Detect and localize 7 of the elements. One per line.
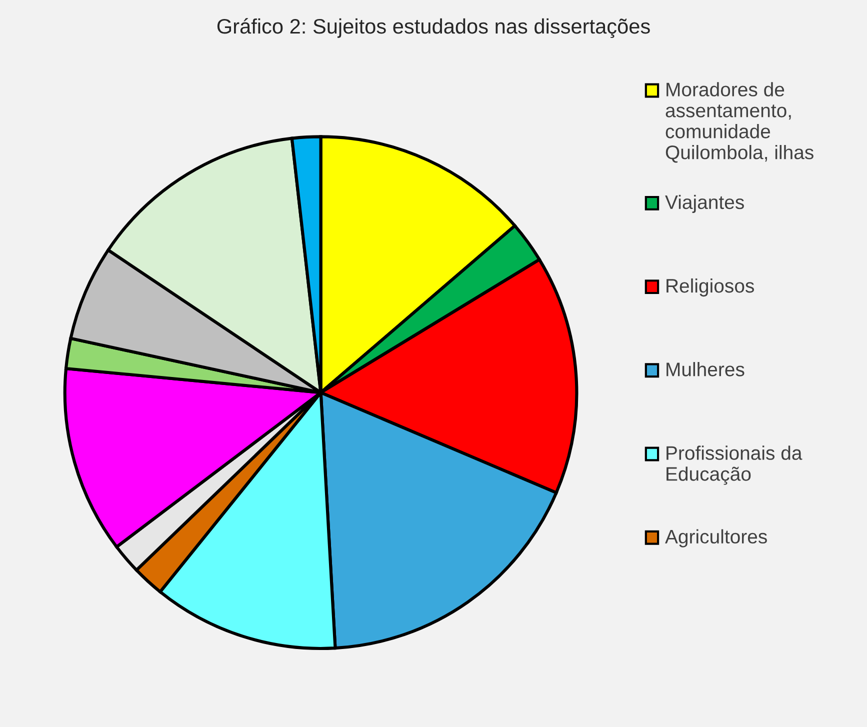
legend-label: Religiosos — [666, 278, 754, 297]
legend-label: Moradores de assentamento, comunidade Quilombola, ilhas — [666, 82, 814, 163]
legend-label: Profissionais da Educação — [666, 446, 802, 485]
legend-label: Agricultores — [665, 529, 767, 548]
chart-title: Gráfico 2: Sujeitos estudados nas dissertações — [217, 18, 650, 38]
legend-label: Mulheres — [666, 362, 744, 376]
legend-label: Viajantes — [665, 194, 744, 213]
